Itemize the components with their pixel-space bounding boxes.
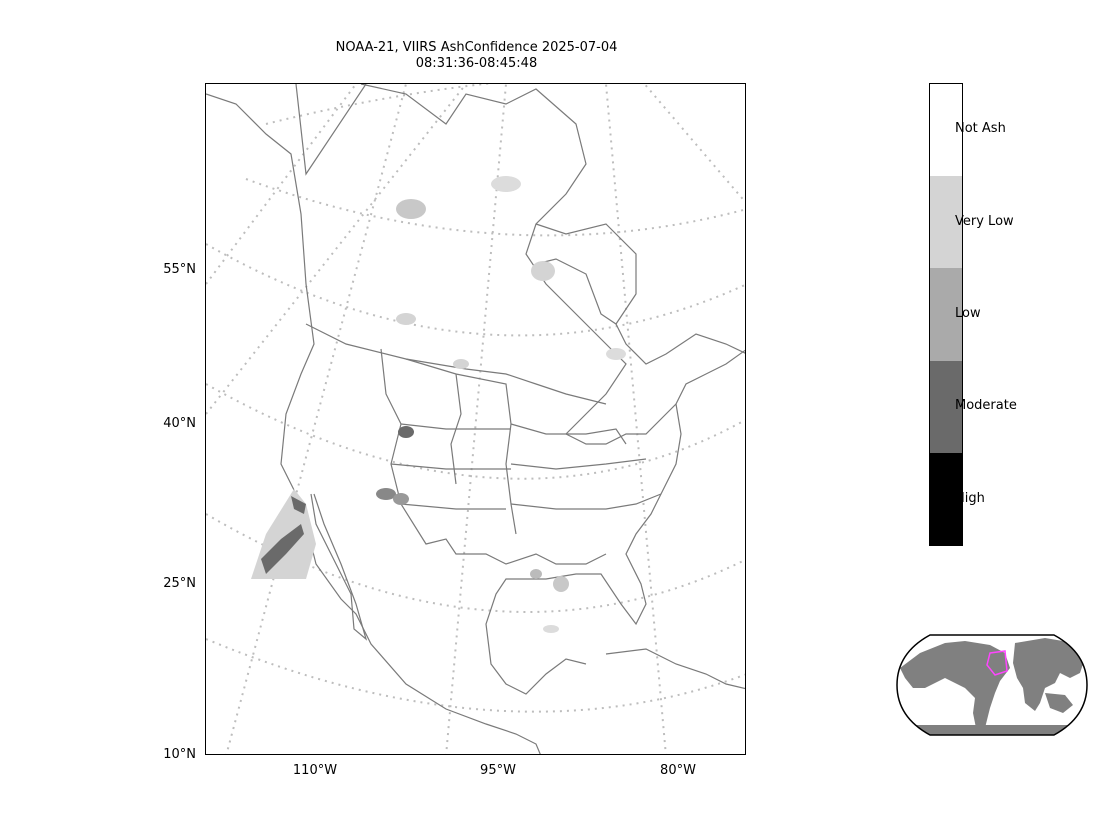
globe-inset bbox=[896, 634, 1088, 736]
ash-signal bbox=[251, 176, 626, 633]
lat-label-40n: 40°N bbox=[163, 416, 196, 431]
colorbar-segment-not-ash bbox=[930, 84, 962, 177]
map-title: NOAA-21, VIIRS AshConfidence 2025-07-04 … bbox=[206, 40, 747, 72]
colorbar-segment-very-low bbox=[930, 176, 962, 269]
colorbar-label-moderate: Moderate bbox=[955, 398, 1017, 413]
map-canvas bbox=[206, 84, 745, 754]
colorbar bbox=[929, 83, 963, 546]
lon-label-80w: 80°W bbox=[660, 763, 696, 778]
colorbar-label-low: Low bbox=[955, 306, 981, 321]
colorbar-label-very-low: Very Low bbox=[955, 214, 1014, 229]
colorbar-label-not-ash: Not Ash bbox=[955, 121, 1006, 136]
lat-label-10n: 10°N bbox=[163, 747, 196, 762]
map-panel[interactable] bbox=[205, 83, 746, 755]
colorbar-segment-low bbox=[930, 268, 962, 361]
lat-label-55n: 55°N bbox=[163, 262, 196, 277]
colorbar-segment-high bbox=[930, 452, 962, 546]
title-line-2: 08:31:36-08:45:48 bbox=[415, 56, 538, 71]
lon-label-110w: 110°W bbox=[292, 763, 338, 778]
lon-label-95w: 95°W bbox=[480, 763, 516, 778]
lat-label-25n: 25°N bbox=[163, 576, 196, 591]
colorbar-segment-moderate bbox=[930, 360, 962, 453]
colorbar-label-high: High bbox=[955, 491, 985, 506]
title-line-1: NOAA-21, VIIRS AshConfidence 2025-07-04 bbox=[335, 40, 618, 55]
graticule bbox=[206, 84, 745, 754]
